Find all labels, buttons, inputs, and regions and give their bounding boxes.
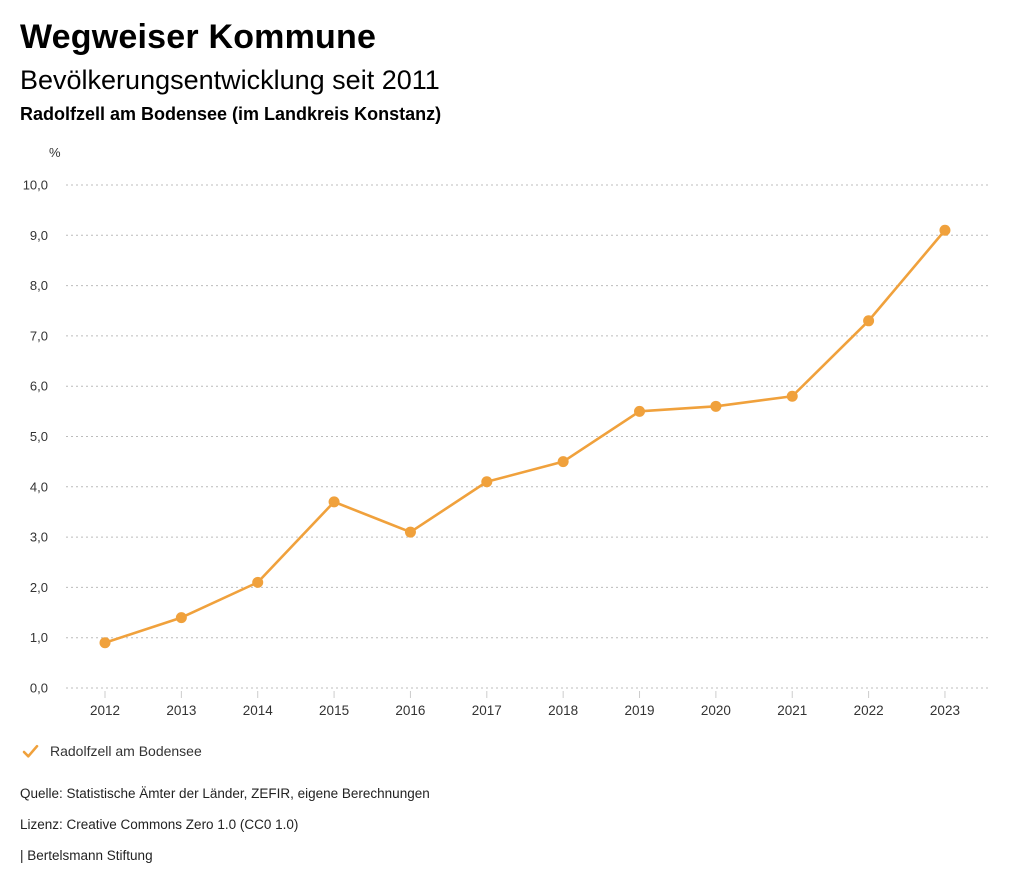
data-point-2018[interactable]	[557, 456, 569, 468]
y-axis-tick-label: 7,0	[30, 328, 48, 343]
chart-title: Bevölkerungsentwicklung seit 2011	[20, 65, 440, 95]
data-point-2013[interactable]	[175, 612, 187, 624]
x-axis-tick-label: 2012	[90, 703, 120, 718]
x-axis-tick-label: 2022	[854, 703, 884, 718]
y-axis-unit-label: %	[49, 145, 61, 160]
x-axis: 2012 2013 2014 2015 2016 2017 2018 2019 2020 2021…	[90, 691, 960, 718]
attribution-text: | Bertelsmann Stiftung	[20, 848, 153, 863]
data-point-2020[interactable]	[710, 400, 722, 412]
license-text: Lizenz: Creative Commons Zero 1.0 (CC0 1…	[20, 817, 299, 832]
y-axis-tick-label: 9,0	[30, 228, 48, 243]
y-axis-tick-label: 3,0	[30, 530, 48, 545]
y-axis-tick-label: 10,0	[23, 178, 48, 193]
check-icon-stroke	[22, 744, 39, 758]
source-text: Quelle: Statistische Ämter der Länder, Z…	[20, 786, 430, 801]
data-point-2023[interactable]	[939, 224, 951, 236]
y-axis-tick-label: 6,0	[30, 379, 48, 394]
x-axis-tick-label: 2013	[166, 703, 196, 718]
data-point-2021[interactable]	[786, 390, 798, 402]
y-axis-tick-label: 2,0	[30, 580, 48, 595]
data-point-2015[interactable]	[328, 496, 340, 508]
series-line	[103, 228, 947, 645]
x-axis-tick-label: 2018	[548, 703, 578, 718]
data-point-2016[interactable]	[404, 526, 416, 538]
x-axis-tick-label: 2023	[930, 703, 960, 718]
legend-item[interactable]: Radolfzell am Bodensee	[22, 743, 202, 759]
series-radolfzell-am-bodensee	[99, 224, 951, 649]
x-axis-tick-label: 2019	[624, 703, 654, 718]
x-axis-tick-label: 2014	[243, 703, 274, 718]
x-axis-tick-label: 2021	[777, 703, 807, 718]
x-axis-tick-label: 2015	[319, 703, 349, 718]
y-axis-tick-label: 4,0	[30, 479, 48, 494]
check-icon	[22, 744, 39, 758]
data-point-2019[interactable]	[634, 405, 646, 417]
y-axis-tick-label: 8,0	[30, 278, 48, 293]
data-point-2022[interactable]	[863, 315, 875, 327]
x-axis-tick-label: 2020	[701, 703, 731, 718]
page-title: Wegweiser Kommune	[20, 18, 377, 56]
legend-label: Radolfzell am Bodensee	[50, 743, 202, 759]
data-point-2014[interactable]	[252, 576, 264, 588]
data-point-2017[interactable]	[481, 476, 493, 488]
y-axis-tick-label: 1,0	[30, 630, 48, 645]
y-axis-tick-label: 0,0	[30, 681, 48, 696]
y-grid: 0,0 1,0 2,0 3,0 4,0 5,0 6,0 7,0 8,0 9,0 10,0	[23, 178, 990, 696]
y-axis-tick-label: 5,0	[30, 429, 48, 444]
chart-subtitle-region: Radolfzell am Bodensee (im Landkreis Kon…	[20, 104, 442, 124]
data-point-2012[interactable]	[99, 637, 111, 649]
x-axis-tick-label: 2017	[472, 703, 502, 718]
x-axis-tick-label: 2016	[395, 703, 425, 718]
